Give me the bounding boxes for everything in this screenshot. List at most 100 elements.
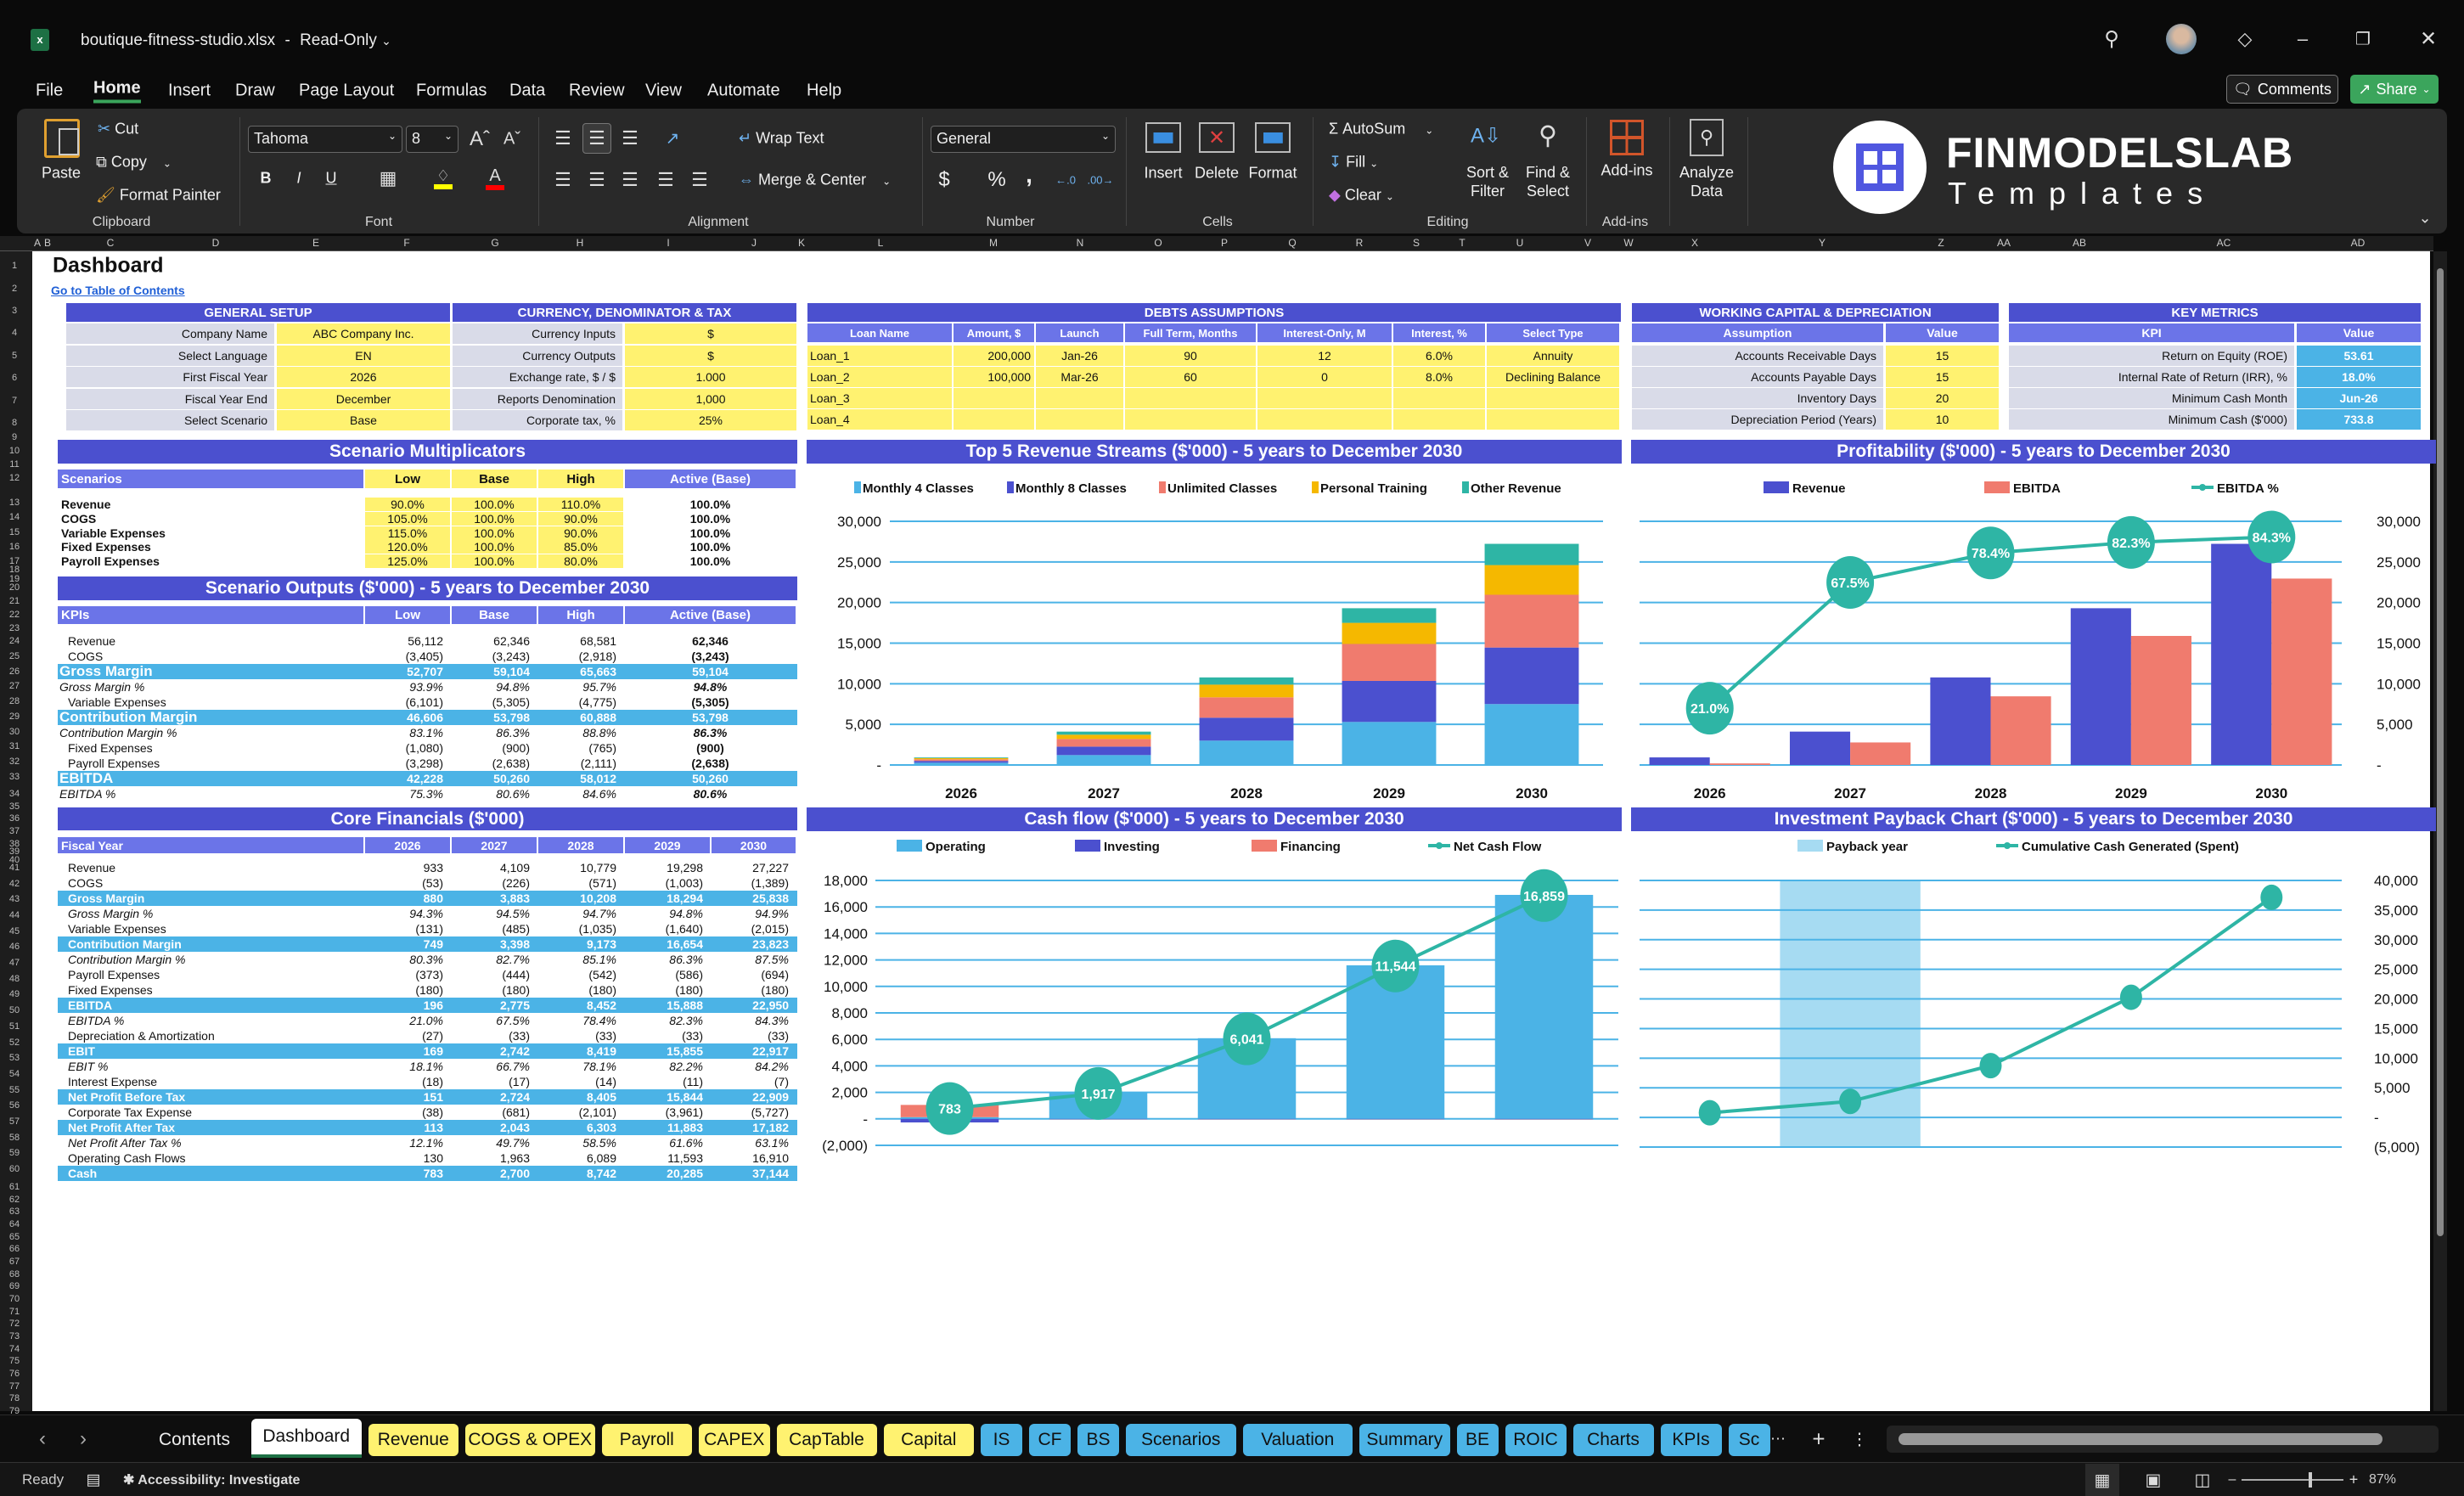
comments-button[interactable]: 🗨 Comments xyxy=(2226,75,2338,104)
row-header[interactable]: 59 xyxy=(8,1148,20,1159)
close-icon[interactable]: ✕ xyxy=(2419,27,2438,51)
sheet-tab-capex[interactable]: CAPEX xyxy=(699,1424,770,1456)
column-header[interactable]: I xyxy=(667,237,670,249)
row-header[interactable]: 16 xyxy=(8,541,20,552)
column-header[interactable]: O xyxy=(1154,237,1162,249)
debts-cell[interactable]: Mar-26 xyxy=(1036,367,1123,387)
sheet-tab-valuation[interactable]: Valuation xyxy=(1242,1424,1353,1456)
currency-format-button[interactable]: $ xyxy=(938,168,950,191)
column-header[interactable]: M xyxy=(989,237,998,249)
sheet-tab-captable[interactable]: CapTable xyxy=(776,1424,877,1456)
debts-cell[interactable] xyxy=(1036,409,1123,430)
decrease-decimal-icon[interactable]: .00→ xyxy=(1087,173,1114,187)
number-format-select[interactable]: General ⌄ xyxy=(931,126,1116,153)
font-size-select[interactable]: 8 ⌄ xyxy=(406,126,458,153)
row-header[interactable]: 70 xyxy=(8,1294,20,1304)
debts-cell[interactable]: 100,000 xyxy=(954,367,1034,387)
align-center-icon[interactable]: ☰ xyxy=(588,169,605,190)
row-header[interactable]: 60 xyxy=(8,1164,20,1174)
scenario-multiplier[interactable]: 115.0% xyxy=(365,526,450,540)
format-cells-icon[interactable] xyxy=(1255,122,1291,153)
row-header[interactable]: 75 xyxy=(8,1356,20,1367)
menu-tab-data[interactable]: Data xyxy=(509,81,546,100)
row-header[interactable]: 55 xyxy=(8,1084,20,1095)
sheet-tab-scenarios[interactable]: Scenarios xyxy=(1126,1424,1236,1456)
column-header[interactable]: D xyxy=(211,237,220,249)
row-header[interactable]: 5 xyxy=(11,350,18,361)
sheet-tab-is[interactable]: IS xyxy=(981,1424,1022,1456)
debts-cell[interactable] xyxy=(1393,409,1485,430)
row-header[interactable]: 56 xyxy=(8,1100,20,1111)
column-header[interactable]: N xyxy=(1076,237,1084,249)
menu-tab-file[interactable]: File xyxy=(36,81,64,100)
scenario-multiplier[interactable]: 100.0% xyxy=(452,511,537,526)
menu-tab-page-layout[interactable]: Page Layout xyxy=(299,81,395,100)
accessibility-button[interactable]: ✱ Accessibility: Investigate xyxy=(123,1471,300,1488)
row-header[interactable]: 69 xyxy=(8,1281,20,1292)
sheet-tab-payroll[interactable]: Payroll xyxy=(601,1424,692,1456)
increase-font-icon[interactable]: Aˆ xyxy=(470,127,490,150)
merge-center-button[interactable]: ⇔ Merge & Center ⌄ xyxy=(739,172,891,189)
column-header[interactable]: Q xyxy=(1288,237,1297,249)
row-header[interactable]: 47 xyxy=(8,958,20,969)
row-header[interactable]: 26 xyxy=(8,666,20,677)
decrease-indent-icon[interactable]: ☰ xyxy=(657,169,674,190)
debts-cell[interactable] xyxy=(1257,409,1392,430)
zoom-slider[interactable] xyxy=(2242,1472,2343,1488)
column-header[interactable]: C xyxy=(106,237,115,249)
general_setup-value[interactable]: ABC Company Inc. xyxy=(277,323,450,344)
row-header[interactable]: 36 xyxy=(8,813,20,824)
menu-tab-review[interactable]: Review xyxy=(569,81,625,100)
debts-cell[interactable]: Declining Balance xyxy=(1487,367,1619,387)
debts-cell[interactable] xyxy=(1487,388,1619,408)
menu-tab-view[interactable]: View xyxy=(645,81,682,100)
comma-format-button[interactable]: , xyxy=(1026,161,1032,188)
column-header[interactable]: B xyxy=(43,237,52,249)
scenario-multiplier[interactable]: 110.0% xyxy=(538,498,623,511)
general_setup-value[interactable]: Base xyxy=(277,410,450,431)
row-header[interactable]: 73 xyxy=(8,1331,20,1341)
sheet-tab-revenue[interactable]: Revenue xyxy=(368,1424,458,1456)
column-header[interactable]: X xyxy=(1690,237,1699,249)
autosum-button[interactable]: Σ AutoSum ⌄ xyxy=(1329,121,1433,138)
decrease-font-icon[interactable]: Aˇ xyxy=(503,129,520,149)
orientation-icon[interactable]: ↗ xyxy=(665,129,680,149)
row-header[interactable]: 29 xyxy=(8,711,20,722)
align-left-icon[interactable]: ☰ xyxy=(554,169,571,190)
collapse-ribbon-icon[interactable]: ⌄ xyxy=(2418,209,2432,227)
paste-button[interactable]: Paste xyxy=(41,164,82,182)
align-bottom-icon[interactable]: ☰ xyxy=(622,127,639,149)
row-header[interactable]: 12 xyxy=(8,473,20,483)
fill-button[interactable]: ↧ Fill ⌄ xyxy=(1329,154,1378,172)
scenario-multiplier[interactable]: 100.0% xyxy=(452,526,537,540)
row-header[interactable]: 41 xyxy=(8,863,20,873)
row-header[interactable]: 54 xyxy=(8,1068,20,1079)
bold-button[interactable]: B xyxy=(260,169,272,187)
currency-value[interactable]: 1,000 xyxy=(625,388,796,409)
row-header[interactable]: 46 xyxy=(8,942,20,953)
row-header[interactable]: 77 xyxy=(8,1381,20,1392)
scenario-multiplier[interactable]: 90.0% xyxy=(538,526,623,540)
row-header[interactable]: 51 xyxy=(8,1021,20,1032)
column-header[interactable]: E xyxy=(312,237,320,249)
row-header[interactable]: 1 xyxy=(11,261,18,271)
row-header[interactable]: 42 xyxy=(8,878,20,889)
menu-tab-help[interactable]: Help xyxy=(807,81,842,100)
borders-icon[interactable]: ▦ xyxy=(379,167,397,188)
horizontal-scrollbar[interactable] xyxy=(1887,1426,2439,1453)
currency-value[interactable]: 1.000 xyxy=(625,367,796,388)
working_capital-value[interactable]: 10 xyxy=(1886,409,1999,430)
row-header[interactable]: 66 xyxy=(8,1244,20,1255)
column-header[interactable]: A xyxy=(33,237,42,249)
sheet-tab-capital[interactable]: Capital xyxy=(883,1424,974,1456)
underline-button[interactable]: U xyxy=(325,169,337,187)
row-header[interactable]: 28 xyxy=(8,696,20,707)
row-header[interactable]: 31 xyxy=(8,741,20,752)
increase-indent-icon[interactable]: ☰ xyxy=(691,169,708,190)
scenario-multiplier[interactable]: 105.0% xyxy=(365,511,450,526)
column-header[interactable]: H xyxy=(576,237,584,249)
delete-cells-icon[interactable]: ✕ xyxy=(1199,122,1235,153)
align-middle-icon[interactable]: ☰ xyxy=(582,123,611,154)
row-header[interactable]: 9 xyxy=(11,431,18,442)
general_setup-value[interactable]: EN xyxy=(277,345,450,366)
